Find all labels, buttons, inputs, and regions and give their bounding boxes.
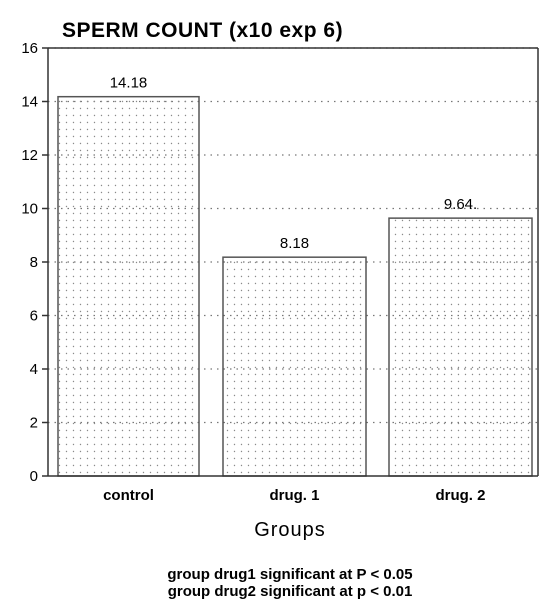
y-tick-label: 16 — [21, 40, 38, 57]
y-tick-label: 2 — [30, 415, 38, 432]
data-label: 9.64. — [444, 196, 477, 213]
y-tick-label: 8 — [30, 254, 38, 271]
significance-note-drug2: group drug2 significant at p < 0.01 — [168, 583, 413, 599]
data-labels: 14.18 8.18 9.64. — [110, 75, 477, 253]
x-axis-label: Groups — [254, 519, 326, 541]
significance-note-drug1: group drug1 significant at P < 0.05 — [167, 566, 412, 583]
y-tick-label: 4 — [30, 361, 38, 378]
bar-drug-1 — [222, 256, 367, 477]
y-tick-label: 14 — [21, 94, 38, 111]
data-label: 14.18 — [110, 75, 148, 92]
data-label: 8.18 — [280, 235, 309, 252]
x-tick-label: control — [103, 487, 154, 504]
bar-drug-2 — [388, 217, 533, 477]
x-tick-label: drug. 1 — [269, 487, 319, 504]
y-tick-label: 12 — [21, 147, 38, 164]
bar-control — [57, 95, 200, 477]
y-tick-label: 10 — [21, 201, 38, 218]
y-tick-label: 6 — [30, 308, 38, 325]
x-tick-label: drug. 2 — [435, 487, 485, 504]
chart-title: SPERM COUNT (x10 exp 6) — [62, 19, 343, 42]
x-axis-ticks: control drug. 1 drug. 2 — [103, 487, 485, 504]
bars — [57, 95, 533, 477]
y-tick-label: 0 — [30, 468, 38, 485]
y-axis-ticks: 0 2 4 6 8 10 12 14 16 — [21, 40, 48, 485]
